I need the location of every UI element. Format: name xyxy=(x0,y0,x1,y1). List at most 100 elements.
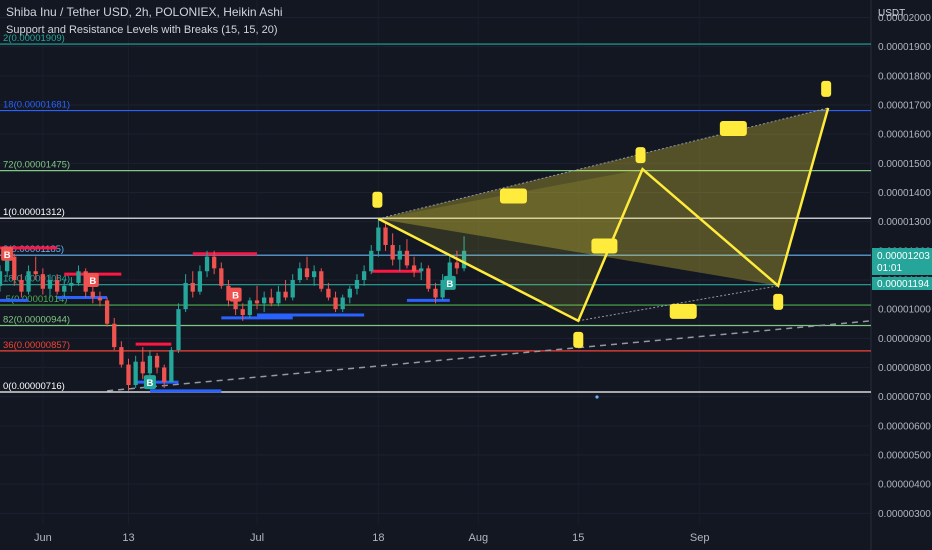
bear-candle[interactable] xyxy=(454,250,460,275)
candle-body xyxy=(212,256,217,269)
bull-candle[interactable] xyxy=(47,274,53,298)
bear-candle[interactable] xyxy=(319,268,324,292)
candle-body xyxy=(269,297,274,304)
bear-candle[interactable] xyxy=(390,233,395,266)
bull-candle[interactable] xyxy=(397,245,402,272)
bull-candle[interactable] xyxy=(169,347,174,383)
bear-candle[interactable] xyxy=(283,280,288,301)
bear-candle[interactable] xyxy=(254,285,260,310)
point-label-x[interactable] xyxy=(372,191,383,208)
bull-candle[interactable] xyxy=(62,280,67,298)
bear-candle[interactable] xyxy=(426,265,431,292)
bull-candle[interactable] xyxy=(297,262,302,283)
price-axis[interactable]: 0.00002000 0.00001900 0.00001800 0.00001700… xyxy=(878,13,931,520)
bear-candle[interactable] xyxy=(240,303,245,321)
bear-candle[interactable] xyxy=(326,282,331,301)
bull-candle[interactable] xyxy=(419,262,424,281)
bull-candle[interactable] xyxy=(361,265,367,286)
bear-candle[interactable] xyxy=(40,268,45,295)
harmonic-pattern[interactable] xyxy=(372,80,832,348)
bull-candle[interactable] xyxy=(147,350,153,380)
price-tick-label: 0.00001700 xyxy=(878,101,931,112)
bear-candle[interactable] xyxy=(433,282,438,304)
bear-candle[interactable] xyxy=(154,352,160,374)
bull-candle[interactable] xyxy=(276,285,281,307)
bull-candle[interactable] xyxy=(369,245,374,275)
bear-break-label: B xyxy=(1,246,14,261)
bear-candle[interactable] xyxy=(19,274,24,298)
bear-candle[interactable] xyxy=(404,239,410,269)
bull-candle[interactable] xyxy=(0,265,3,292)
candle-body xyxy=(276,291,281,304)
bear-candle[interactable] xyxy=(83,268,88,298)
point-label-a[interactable] xyxy=(573,331,584,348)
bear-candle[interactable] xyxy=(104,297,110,327)
price-tick-label: 0.00000800 xyxy=(878,363,931,374)
indicator-label[interactable]: Support and Resistance Levels with Break… xyxy=(6,24,277,36)
bull-candle[interactable] xyxy=(290,274,295,301)
fib-level-label: 8(0.00001185) xyxy=(3,244,64,255)
ratio-label-xb[interactable] xyxy=(499,188,527,204)
bull-candle[interactable] xyxy=(311,265,317,286)
bear-candle[interactable] xyxy=(140,347,145,380)
candle-body xyxy=(47,280,53,289)
bull-candle[interactable] xyxy=(376,218,381,257)
point-label-b[interactable] xyxy=(635,147,646,164)
bear-candle[interactable] xyxy=(269,288,274,307)
bear-candle[interactable] xyxy=(226,280,231,307)
candle-body xyxy=(369,250,374,272)
candles[interactable] xyxy=(0,218,467,391)
candle-body xyxy=(354,280,360,289)
candle-body xyxy=(440,280,445,298)
bull-candle[interactable] xyxy=(340,294,345,313)
bull-candle[interactable] xyxy=(26,265,31,295)
candle-body xyxy=(254,300,260,304)
bear-candle[interactable] xyxy=(333,291,338,313)
bull-candle[interactable] xyxy=(247,297,253,318)
bear-candle[interactable] xyxy=(190,271,195,298)
bear-candle[interactable] xyxy=(219,262,224,289)
bear-candle[interactable] xyxy=(112,317,117,350)
break-labels: B B B B B xyxy=(1,246,456,390)
bear-candle[interactable] xyxy=(33,256,38,280)
bull-candle[interactable] xyxy=(262,291,267,313)
point-label-c[interactable] xyxy=(773,293,784,310)
bull-candle[interactable] xyxy=(354,274,360,295)
point-label-d[interactable] xyxy=(821,80,832,97)
bull-candle[interactable] xyxy=(183,274,188,313)
pattern-fill-lower xyxy=(378,169,643,321)
candle-body xyxy=(226,285,231,301)
candle-body xyxy=(319,271,324,289)
fib-level-label: 18(0.00001681) xyxy=(3,100,70,111)
time-tick-label: 18 xyxy=(372,532,384,544)
bear-candle[interactable] xyxy=(212,250,217,275)
bear-candle[interactable] xyxy=(126,358,131,391)
candle-body xyxy=(426,268,431,289)
bear-candle[interactable] xyxy=(411,256,417,278)
bear-candle[interactable] xyxy=(162,364,167,388)
fib-level-label: 18(0.00001084) xyxy=(3,274,70,285)
bull-candle[interactable] xyxy=(347,285,352,304)
time-axis[interactable]: Jun 13 Jul 18 Aug 15 Sep xyxy=(34,532,709,544)
pattern-leg-line[interactable] xyxy=(377,107,830,323)
bull-candle[interactable] xyxy=(176,303,181,353)
bear-candle[interactable] xyxy=(304,256,310,280)
bear-candle[interactable] xyxy=(54,274,60,295)
ratio-label-ab[interactable] xyxy=(591,238,618,254)
bull-candle[interactable] xyxy=(461,236,467,272)
bear-candle[interactable] xyxy=(97,291,103,307)
bull-candle[interactable] xyxy=(133,355,138,388)
candle-body xyxy=(54,280,60,292)
bull-candle[interactable] xyxy=(69,277,74,292)
bear-candle[interactable] xyxy=(383,221,388,251)
bull-candle[interactable] xyxy=(440,274,445,301)
pattern-diagonal xyxy=(578,285,779,322)
bull-candle[interactable] xyxy=(197,265,203,295)
ratio-label-bd[interactable] xyxy=(719,121,747,137)
bear-candle[interactable] xyxy=(119,341,124,368)
bull-candle[interactable] xyxy=(76,265,81,286)
bear-candle[interactable] xyxy=(12,253,17,286)
ratio-label-ac[interactable] xyxy=(669,303,697,319)
bull-candle[interactable] xyxy=(204,250,210,278)
